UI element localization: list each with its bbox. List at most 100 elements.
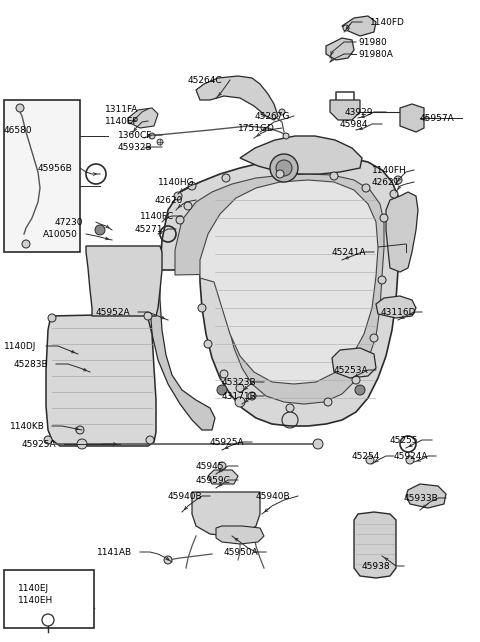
Circle shape bbox=[22, 240, 30, 248]
Circle shape bbox=[176, 216, 184, 224]
Polygon shape bbox=[342, 16, 376, 36]
Circle shape bbox=[406, 456, 414, 464]
Text: 46580: 46580 bbox=[4, 126, 33, 135]
Circle shape bbox=[16, 104, 24, 112]
Circle shape bbox=[370, 334, 378, 342]
Text: 45323B: 45323B bbox=[222, 378, 257, 387]
Text: 45984: 45984 bbox=[340, 120, 369, 129]
Text: 45925A: 45925A bbox=[210, 438, 245, 447]
Text: 45924A: 45924A bbox=[394, 452, 429, 461]
Circle shape bbox=[380, 214, 388, 222]
Text: 45959C: 45959C bbox=[196, 476, 231, 485]
Circle shape bbox=[270, 154, 298, 182]
Text: 1311FA: 1311FA bbox=[105, 105, 138, 114]
Text: 43116D: 43116D bbox=[381, 308, 417, 317]
Circle shape bbox=[343, 25, 349, 31]
Circle shape bbox=[394, 176, 402, 184]
Polygon shape bbox=[330, 100, 360, 120]
Circle shape bbox=[276, 170, 284, 178]
Circle shape bbox=[248, 392, 256, 400]
Circle shape bbox=[378, 276, 386, 284]
Text: 45283B: 45283B bbox=[14, 360, 48, 369]
Text: 45950A: 45950A bbox=[224, 548, 259, 557]
Text: 1140EH: 1140EH bbox=[18, 596, 53, 605]
Circle shape bbox=[355, 385, 365, 395]
Text: 45254: 45254 bbox=[352, 452, 380, 461]
Polygon shape bbox=[86, 246, 162, 316]
Circle shape bbox=[366, 456, 374, 464]
Circle shape bbox=[146, 436, 154, 444]
Circle shape bbox=[198, 304, 206, 312]
Circle shape bbox=[390, 190, 398, 198]
Circle shape bbox=[144, 312, 152, 320]
Text: 45932B: 45932B bbox=[118, 143, 153, 152]
Circle shape bbox=[217, 385, 227, 395]
Polygon shape bbox=[150, 270, 215, 430]
Text: 91980A: 91980A bbox=[358, 50, 393, 59]
Text: 45925A: 45925A bbox=[22, 440, 57, 449]
Circle shape bbox=[286, 404, 294, 412]
Text: 45253A: 45253A bbox=[334, 366, 369, 375]
Circle shape bbox=[362, 184, 370, 192]
Text: 45952A: 45952A bbox=[96, 308, 131, 317]
Polygon shape bbox=[192, 492, 260, 536]
Text: 42621: 42621 bbox=[372, 178, 400, 187]
Text: 1751GD: 1751GD bbox=[238, 124, 275, 133]
Polygon shape bbox=[400, 104, 424, 132]
Circle shape bbox=[279, 109, 285, 115]
Bar bbox=[4, 570, 94, 628]
Bar bbox=[4, 100, 80, 252]
Text: 45241A: 45241A bbox=[332, 248, 367, 257]
Text: 43929: 43929 bbox=[345, 108, 373, 117]
Text: 45957A: 45957A bbox=[420, 114, 455, 123]
Polygon shape bbox=[46, 314, 156, 446]
Text: 1360CF: 1360CF bbox=[118, 131, 152, 140]
Polygon shape bbox=[216, 526, 264, 544]
Circle shape bbox=[149, 133, 155, 139]
Polygon shape bbox=[376, 296, 416, 318]
Circle shape bbox=[324, 398, 332, 406]
Circle shape bbox=[283, 133, 289, 139]
Circle shape bbox=[188, 182, 196, 190]
Circle shape bbox=[313, 439, 323, 449]
Text: 45933B: 45933B bbox=[404, 494, 439, 503]
Circle shape bbox=[236, 384, 244, 392]
Circle shape bbox=[157, 139, 163, 145]
Circle shape bbox=[184, 202, 192, 210]
Polygon shape bbox=[196, 76, 278, 120]
Circle shape bbox=[76, 426, 84, 434]
Polygon shape bbox=[175, 174, 384, 404]
Polygon shape bbox=[326, 38, 354, 60]
Text: 1140KB: 1140KB bbox=[10, 422, 45, 431]
Text: A10050: A10050 bbox=[43, 230, 78, 239]
Polygon shape bbox=[386, 192, 418, 272]
Text: 1141AB: 1141AB bbox=[97, 548, 132, 557]
Text: 1140FC: 1140FC bbox=[140, 212, 174, 221]
Polygon shape bbox=[128, 108, 158, 128]
Circle shape bbox=[352, 376, 360, 384]
Circle shape bbox=[164, 556, 172, 564]
Circle shape bbox=[48, 314, 56, 322]
Polygon shape bbox=[240, 136, 362, 174]
Circle shape bbox=[235, 397, 245, 407]
Circle shape bbox=[276, 160, 292, 176]
Polygon shape bbox=[200, 180, 378, 384]
Text: 45255: 45255 bbox=[390, 436, 419, 445]
Text: 1140DJ: 1140DJ bbox=[4, 342, 36, 351]
Text: 45956B: 45956B bbox=[38, 164, 73, 173]
Text: 45940B: 45940B bbox=[168, 492, 203, 501]
Text: 45267G: 45267G bbox=[255, 112, 290, 121]
Text: 43171B: 43171B bbox=[222, 392, 257, 401]
Text: 42620: 42620 bbox=[155, 196, 183, 205]
Text: 1140FH: 1140FH bbox=[372, 166, 407, 175]
Text: 47230: 47230 bbox=[55, 218, 84, 227]
Text: 45264C: 45264C bbox=[188, 76, 223, 85]
Text: 45938: 45938 bbox=[362, 562, 391, 571]
Polygon shape bbox=[208, 470, 238, 484]
Text: 45940B: 45940B bbox=[256, 492, 290, 501]
Circle shape bbox=[330, 172, 338, 180]
Text: 1140HG: 1140HG bbox=[158, 178, 194, 187]
Circle shape bbox=[220, 370, 228, 378]
Circle shape bbox=[44, 436, 52, 444]
Text: 91980: 91980 bbox=[358, 38, 387, 47]
